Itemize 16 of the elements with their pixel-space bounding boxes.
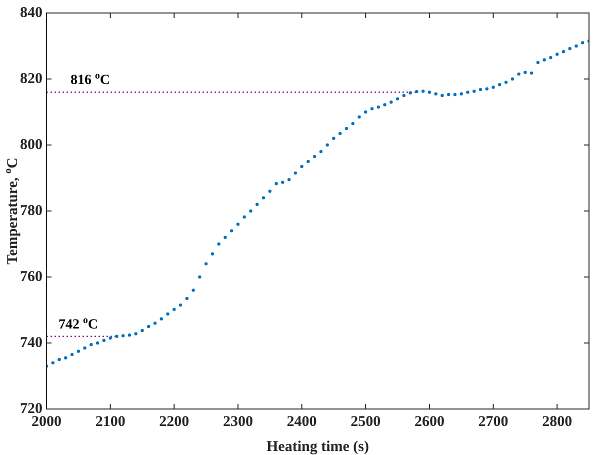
y-tick-label: 740 <box>20 334 42 351</box>
x-tick-label: 2500 <box>350 414 381 430</box>
x-tick-label: 2700 <box>478 414 508 430</box>
x-tick-label: 2200 <box>159 414 190 430</box>
y-tick-label: 800 <box>20 136 42 153</box>
y-tick-label: 840 <box>20 4 42 21</box>
x-tick-label: 2300 <box>222 414 253 430</box>
y-tick-label: 760 <box>20 268 42 285</box>
y-axis-title: Temperature, oC <box>3 158 21 264</box>
x-tick-label: 2100 <box>95 414 126 430</box>
x-tick-label: 2600 <box>414 414 444 430</box>
x-tick-label: 2800 <box>542 414 572 430</box>
y-tick-label: 780 <box>20 202 42 219</box>
x-axis-title: Heating time (s) <box>266 439 369 455</box>
y-tick-label: 820 <box>20 70 42 87</box>
x-tick-label: 2400 <box>286 414 317 430</box>
